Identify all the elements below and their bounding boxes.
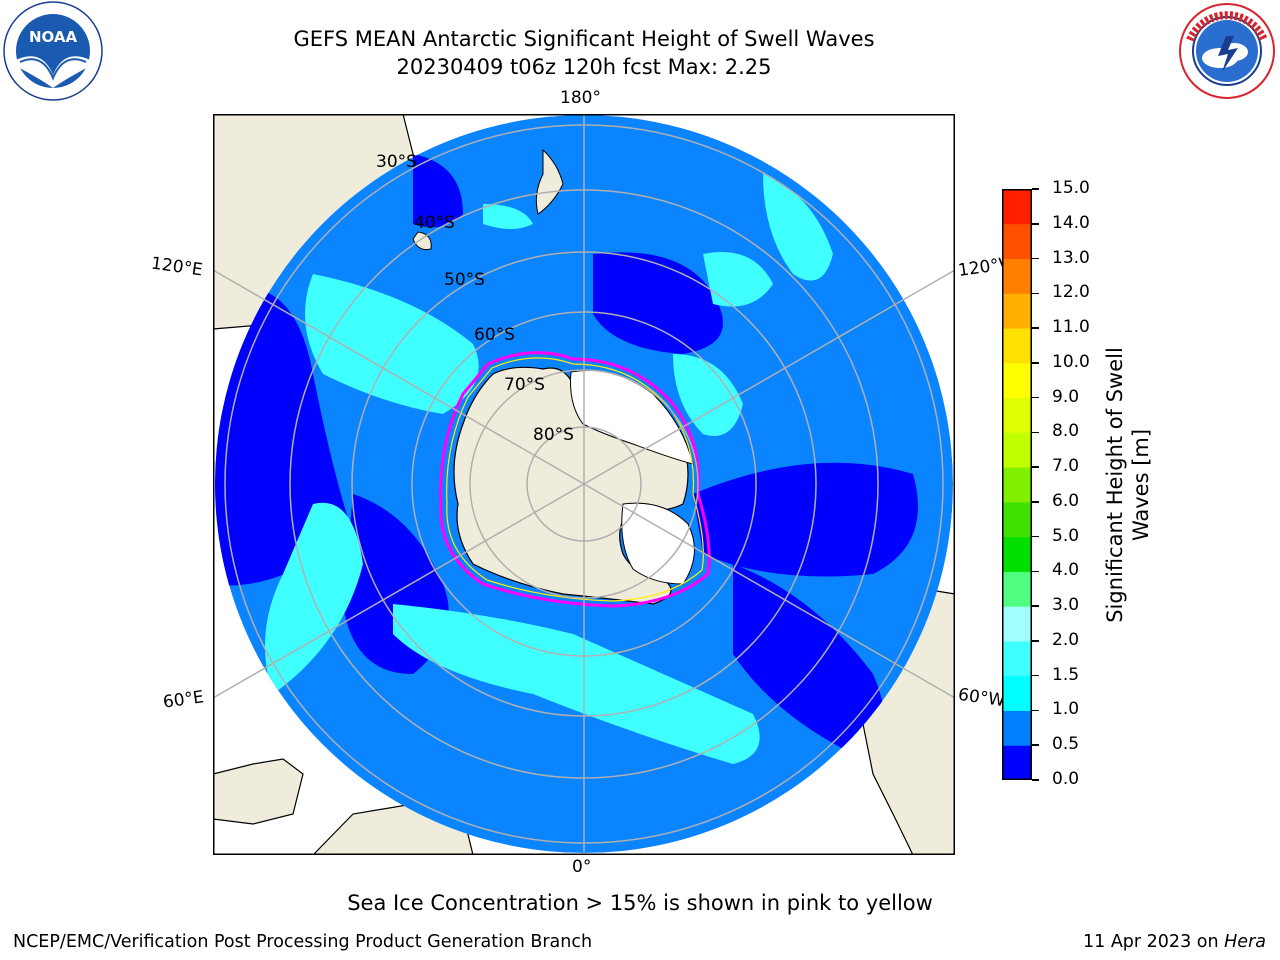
high-swell-region-7 xyxy=(483,204,533,229)
new-zealand xyxy=(535,148,564,215)
colorbar-tick-label: 7.0 xyxy=(1052,456,1080,477)
colorbar-tick-mark xyxy=(1032,223,1039,225)
colorbar-tick-label: 0.5 xyxy=(1052,734,1080,755)
colorbar-tick-label: 1.5 xyxy=(1052,664,1080,685)
high-swell-region-4 xyxy=(763,174,833,281)
colorbar-tick-mark xyxy=(1032,744,1039,746)
lon-label-60e: 60°E xyxy=(161,687,206,713)
colorbar-segment xyxy=(1002,293,1032,329)
colorbar-tick-mark xyxy=(1032,292,1039,295)
chart-subtitle: 20230409 t06z 120h fcst Max: 2.25 xyxy=(396,55,772,79)
colorbar-tick-mark xyxy=(1032,640,1039,642)
colorbar-tick-label: 1.0 xyxy=(1052,699,1080,720)
lon-label-60w: 60°W xyxy=(956,684,1007,712)
antarctic-map xyxy=(213,114,955,855)
colorbar-segment xyxy=(1002,258,1032,294)
colorbar-tick-label: 13.0 xyxy=(1052,247,1090,268)
colorbar-tick-mark xyxy=(1032,605,1039,607)
lon-label-0: 0° xyxy=(572,857,592,877)
lat-label-60s: 60°S xyxy=(474,325,515,345)
colorbar xyxy=(1002,189,1032,780)
colorbar-tick-label: 6.0 xyxy=(1052,490,1080,511)
lon-label-180: 180° xyxy=(560,88,601,108)
colorbar-tick-label: 10.0 xyxy=(1052,351,1090,372)
footer-date: 11 Apr 2023 on Hera xyxy=(1083,932,1266,952)
high-swell-region-5 xyxy=(703,252,773,307)
footer-credit: NCEP/EMC/Verification Post Processing Pr… xyxy=(13,932,593,952)
chart-title: GEFS MEAN Antarctic Significant Height o… xyxy=(293,27,875,51)
colorbar-segment xyxy=(1002,571,1032,607)
colorbar-tick-mark xyxy=(1032,188,1039,190)
colorbar-tick-mark xyxy=(1032,570,1039,573)
low-swell-region-4 xyxy=(733,564,885,754)
low-swell-region-3 xyxy=(693,462,918,577)
colorbar-segment xyxy=(1002,223,1032,260)
sea-ice-edge xyxy=(439,351,711,608)
colorbar-tick-label: 3.0 xyxy=(1052,595,1080,616)
colorbar-tick-mark xyxy=(1032,431,1039,434)
footer-host: Hera xyxy=(1224,932,1266,952)
sea-ice-edge-yellow xyxy=(446,357,704,602)
noaa-logo-text: NOAA xyxy=(29,28,78,46)
colorbar-segment xyxy=(1002,328,1032,364)
colorbar-tick-label: 2.0 xyxy=(1052,629,1080,650)
noaa-logo: NOAA xyxy=(3,1,103,101)
colorbar-segment xyxy=(1002,710,1032,746)
colorbar-segment xyxy=(1002,432,1032,468)
colorbar-tick-label: 11.0 xyxy=(1052,317,1090,338)
nws-logo xyxy=(1179,3,1275,99)
colorbar-tick-label: 4.0 xyxy=(1052,560,1080,581)
lat-label-80s: 80°S xyxy=(533,425,574,445)
colorbar-tick-label: 0.0 xyxy=(1052,769,1080,789)
lat-label-30s: 30°S xyxy=(376,152,417,172)
colorbar-tick-mark xyxy=(1032,327,1039,329)
colorbar-tick-label: 5.0 xyxy=(1052,525,1080,546)
colorbar-tick-mark xyxy=(1032,779,1039,781)
high-swell-region-2 xyxy=(265,502,363,694)
footer-date-text: 11 Apr 2023 on xyxy=(1083,932,1225,952)
colorbar-tick-label: 14.0 xyxy=(1052,212,1090,233)
colorbar-segment xyxy=(1002,536,1032,572)
high-swell-region-6 xyxy=(673,354,743,436)
colorbar-segment xyxy=(1002,745,1032,780)
colorbar-segment xyxy=(1002,675,1032,711)
colorbar-segment xyxy=(1002,501,1032,538)
colorbar-segment xyxy=(1002,467,1032,503)
colorbar-tick-mark xyxy=(1032,709,1039,712)
colorbar-tick-mark xyxy=(1032,362,1039,364)
colorbar-tick-mark xyxy=(1032,535,1039,538)
lat-label-70s: 70°S xyxy=(504,375,545,395)
sea-ice-note: Sea Ice Concentration > 15% is shown in … xyxy=(347,891,933,915)
colorbar-tick-mark xyxy=(1032,674,1039,677)
lat-label-40s: 40°S xyxy=(414,213,455,233)
colorbar-tick-mark xyxy=(1032,501,1039,503)
colorbar-tick-label: 8.0 xyxy=(1052,421,1080,442)
colorbar-segment xyxy=(1002,606,1032,642)
colorbar-tick-label: 15.0 xyxy=(1052,178,1090,198)
africa-land xyxy=(213,758,304,825)
high-swell-region-3 xyxy=(393,604,760,764)
colorbar-tick-label: 9.0 xyxy=(1052,386,1080,407)
colorbar-segment xyxy=(1002,362,1032,399)
low-swell-region-6 xyxy=(413,154,463,228)
colorbar-tick-mark xyxy=(1032,396,1039,399)
colorbar-tick-label: 12.0 xyxy=(1052,282,1090,303)
colorbar-segment xyxy=(1002,640,1032,677)
lat-label-50s: 50°S xyxy=(444,270,485,290)
colorbar-tick-mark xyxy=(1032,257,1039,260)
meridian-60E-120W xyxy=(213,269,955,699)
colorbar-segment xyxy=(1002,397,1032,433)
colorbar-segment xyxy=(1002,189,1032,225)
lon-label-120e: 120°E xyxy=(149,253,204,281)
colorbar-tick-mark xyxy=(1032,466,1039,468)
colorbar-label: Significant Height of Swell Waves [m] xyxy=(1103,347,1153,623)
